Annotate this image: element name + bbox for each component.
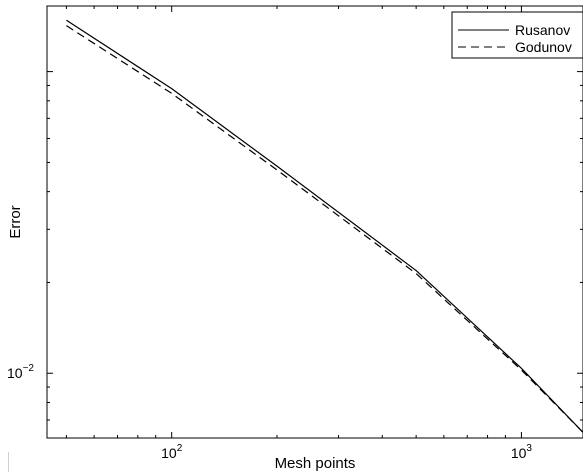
plot-area <box>46 5 583 439</box>
legend-box <box>451 11 583 59</box>
y-tick-label: 10−2 <box>7 363 34 381</box>
series-line-godunov <box>66 25 583 433</box>
scan-edge-divider <box>8 452 9 472</box>
series-line-rusanov <box>66 19 583 433</box>
legend-label-godunov: Godunov <box>515 39 572 55</box>
legend: Rusanov Godunov <box>451 11 583 59</box>
x-axis-title: Mesh points <box>275 455 356 472</box>
legend-label-rusanov: Rusanov <box>515 22 570 38</box>
x-tick-label: 102 <box>161 443 183 461</box>
x-tick-label: 103 <box>511 443 533 461</box>
y-axis-title: Error <box>7 205 24 238</box>
